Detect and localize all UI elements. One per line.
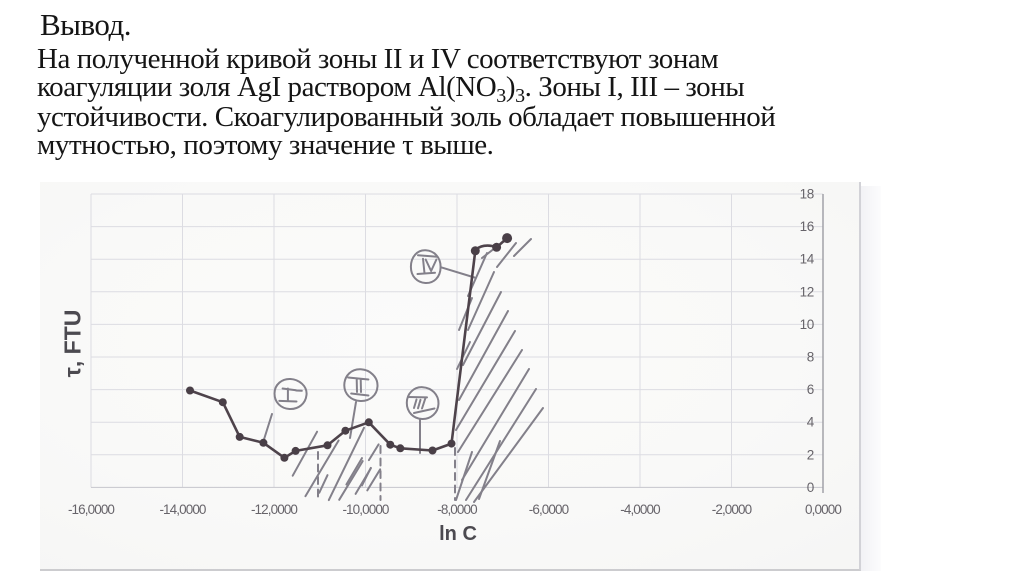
svg-text:-14,0000: -14,0000 [159, 502, 205, 517]
svg-text:14: 14 [800, 252, 815, 267]
svg-text:16: 16 [800, 219, 814, 234]
svg-text:0: 0 [807, 480, 814, 495]
svg-text:8: 8 [807, 350, 814, 365]
svg-text:-8,0000: -8,0000 [437, 502, 477, 517]
svg-text:ln C: ln C [439, 523, 477, 545]
svg-text:6: 6 [807, 382, 814, 397]
svg-text:12: 12 [800, 284, 814, 299]
svg-text:10: 10 [800, 317, 814, 332]
svg-text:2: 2 [807, 447, 814, 462]
svg-text:18: 18 [800, 187, 814, 202]
svg-text:0,0000: 0,0000 [805, 502, 841, 517]
svg-text:-12,0000: -12,0000 [251, 502, 297, 517]
svg-text:-10,0000: -10,0000 [342, 502, 388, 517]
svg-text:-16,0000: -16,0000 [68, 502, 114, 517]
svg-text:-6,0000: -6,0000 [529, 502, 569, 517]
svg-text:-2,0000: -2,0000 [712, 502, 752, 517]
svg-text:τ, FTU: τ, FTU [60, 310, 86, 378]
svg-text:4: 4 [807, 415, 815, 430]
svg-text:-4,0000: -4,0000 [620, 502, 660, 517]
